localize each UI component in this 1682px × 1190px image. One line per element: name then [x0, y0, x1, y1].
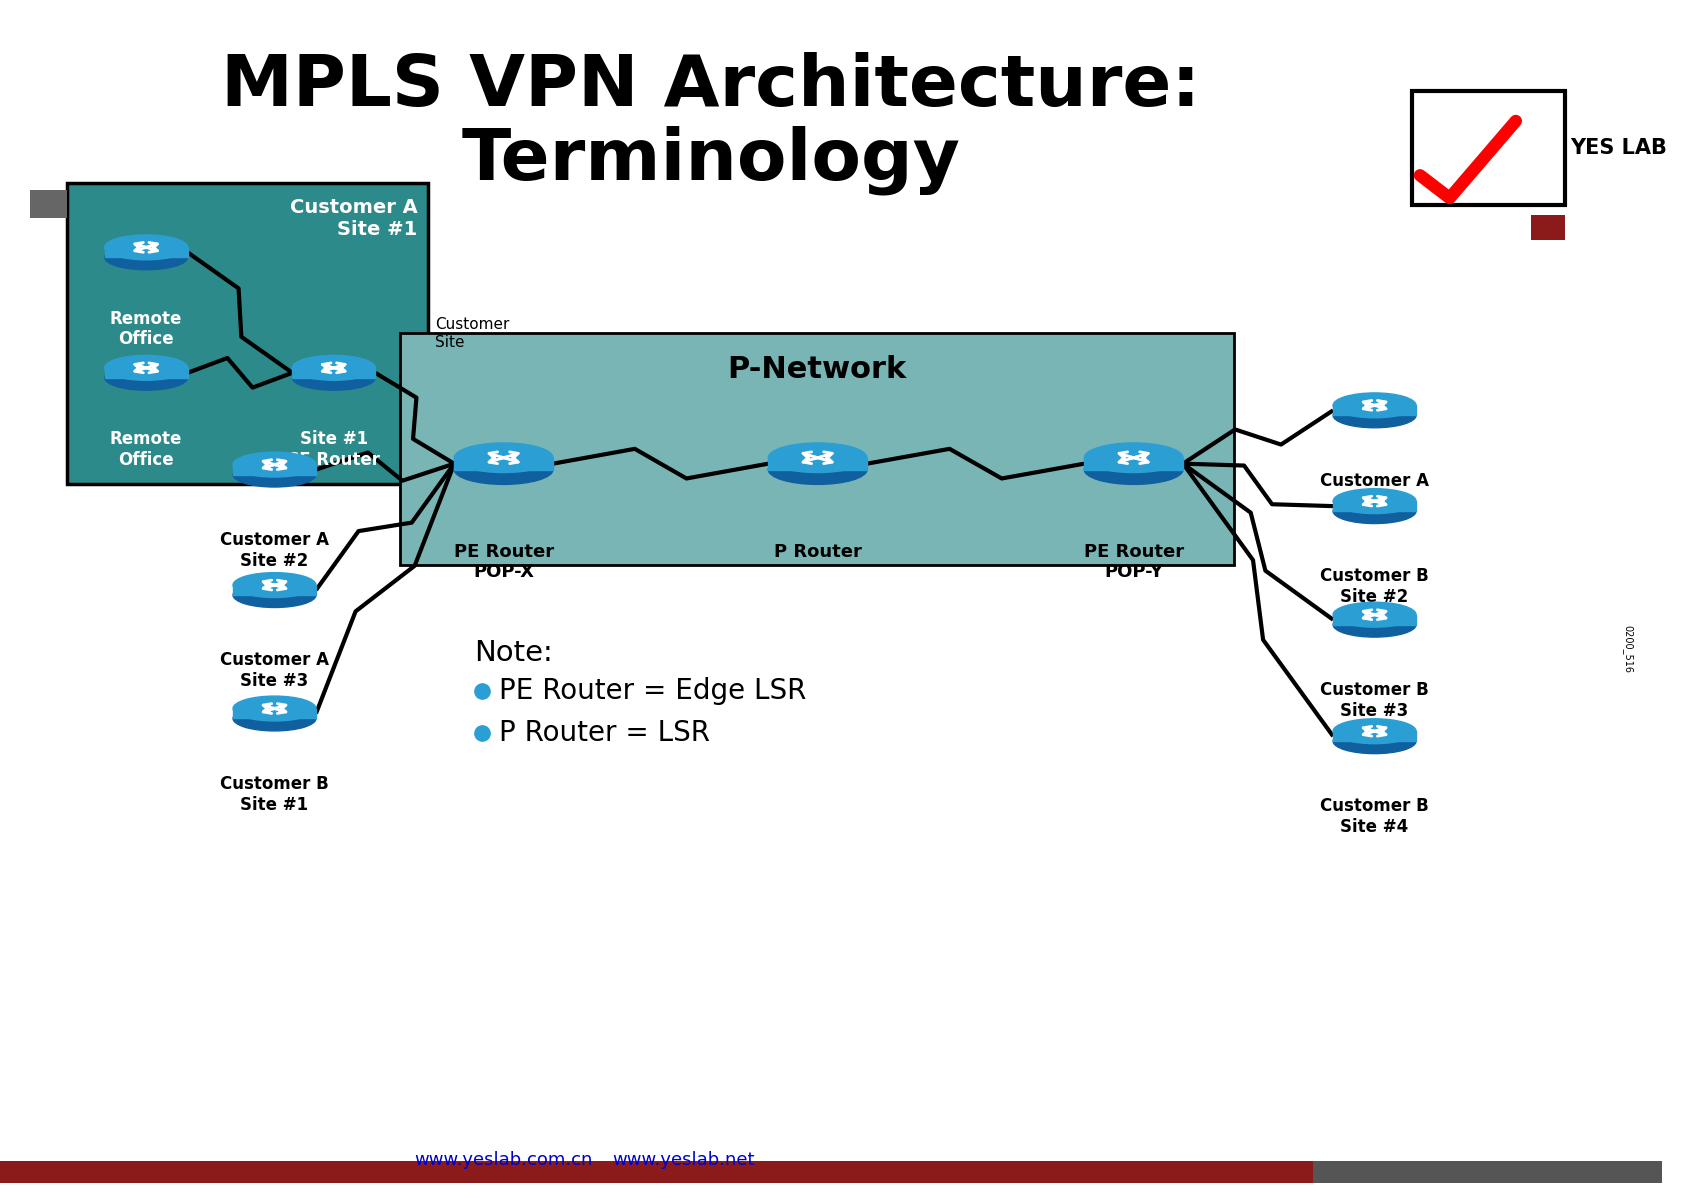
- Text: PE Router
POP-Y: PE Router POP-Y: [1083, 543, 1182, 582]
- Text: www.yeslab.net: www.yeslab.net: [612, 1151, 754, 1169]
- FancyBboxPatch shape: [1312, 1160, 1660, 1183]
- Text: P Router: P Router: [774, 543, 861, 560]
- FancyBboxPatch shape: [232, 708, 316, 719]
- Text: Customer B
Site #1: Customer B Site #1: [220, 775, 328, 814]
- Ellipse shape: [232, 572, 316, 597]
- Text: Customer B
Site #4: Customer B Site #4: [1319, 797, 1428, 837]
- Text: Customer A
Site #1: Customer A Site #1: [289, 198, 417, 239]
- FancyBboxPatch shape: [400, 333, 1233, 565]
- Ellipse shape: [232, 462, 316, 487]
- Text: Site #1
CE Router: Site #1 CE Router: [288, 430, 380, 469]
- Text: Customer
Site: Customer Site: [436, 317, 510, 350]
- Ellipse shape: [1332, 403, 1415, 427]
- Ellipse shape: [1332, 728, 1415, 753]
- FancyBboxPatch shape: [0, 1160, 1312, 1183]
- Ellipse shape: [1083, 443, 1182, 472]
- FancyBboxPatch shape: [67, 183, 427, 484]
- Text: P-Network: P-Network: [727, 355, 907, 384]
- Text: Customer A
Site #4: Customer A Site #4: [1319, 471, 1428, 511]
- FancyBboxPatch shape: [1083, 458, 1182, 470]
- Ellipse shape: [1332, 612, 1415, 637]
- FancyBboxPatch shape: [1529, 215, 1564, 239]
- Text: P Router = LSR: P Router = LSR: [498, 719, 710, 747]
- FancyBboxPatch shape: [767, 458, 866, 470]
- FancyBboxPatch shape: [1332, 731, 1415, 741]
- Text: Customer A
Site #3: Customer A Site #3: [220, 651, 328, 690]
- Ellipse shape: [767, 443, 866, 472]
- Text: Customer B
Site #3: Customer B Site #3: [1319, 681, 1428, 720]
- Ellipse shape: [454, 455, 553, 484]
- FancyBboxPatch shape: [293, 368, 375, 377]
- Text: MPLS VPN Architecture:: MPLS VPN Architecture:: [220, 52, 1199, 121]
- Ellipse shape: [104, 234, 187, 259]
- Ellipse shape: [232, 583, 316, 607]
- Text: PE Router = Edge LSR: PE Router = Edge LSR: [498, 677, 806, 704]
- Ellipse shape: [1332, 489, 1415, 514]
- FancyBboxPatch shape: [1332, 406, 1415, 415]
- FancyBboxPatch shape: [104, 368, 187, 377]
- Ellipse shape: [454, 443, 553, 472]
- FancyBboxPatch shape: [1332, 615, 1415, 625]
- FancyBboxPatch shape: [454, 458, 553, 470]
- Text: Customer A
Site #2: Customer A Site #2: [220, 531, 328, 570]
- FancyBboxPatch shape: [1332, 501, 1415, 511]
- Text: PE Router
POP-X: PE Router POP-X: [452, 543, 553, 582]
- FancyBboxPatch shape: [232, 585, 316, 595]
- Text: Remote
Office: Remote Office: [109, 430, 182, 469]
- Text: Remote
Office: Remote Office: [109, 309, 182, 349]
- Text: Customer B
Site #2: Customer B Site #2: [1319, 568, 1428, 606]
- Ellipse shape: [232, 452, 316, 477]
- Text: 0200_516: 0200_516: [1621, 625, 1632, 674]
- Text: Note:: Note:: [474, 639, 552, 668]
- Text: www.yeslab.com.cn: www.yeslab.com.cn: [414, 1151, 592, 1169]
- Ellipse shape: [232, 696, 316, 721]
- Ellipse shape: [1332, 602, 1415, 627]
- Ellipse shape: [767, 455, 866, 484]
- Ellipse shape: [1083, 455, 1182, 484]
- Ellipse shape: [1332, 499, 1415, 524]
- FancyBboxPatch shape: [1411, 92, 1564, 205]
- Ellipse shape: [293, 356, 375, 381]
- FancyBboxPatch shape: [104, 248, 187, 257]
- FancyBboxPatch shape: [30, 190, 67, 218]
- Ellipse shape: [1332, 393, 1415, 418]
- Ellipse shape: [104, 365, 187, 390]
- Ellipse shape: [1332, 719, 1415, 744]
- Ellipse shape: [104, 245, 187, 270]
- Ellipse shape: [232, 706, 316, 731]
- Ellipse shape: [293, 365, 375, 390]
- Ellipse shape: [104, 356, 187, 381]
- Text: Terminology: Terminology: [461, 126, 960, 195]
- Text: YES LAB: YES LAB: [1569, 138, 1665, 158]
- FancyBboxPatch shape: [232, 464, 316, 475]
